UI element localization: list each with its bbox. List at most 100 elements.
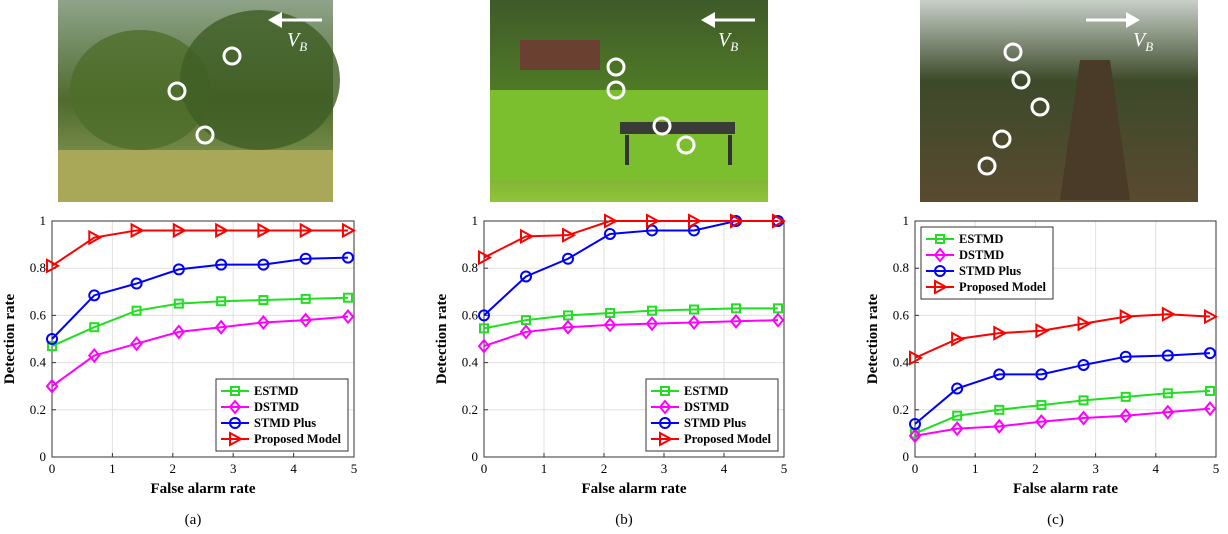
marker: [993, 325, 1008, 341]
y-tick-label: 0.4: [893, 355, 910, 370]
marker: [658, 399, 672, 415]
marker: [521, 315, 531, 326]
marker: [46, 333, 58, 345]
x-tick-label: 3: [661, 461, 668, 476]
image-label-sub: B: [730, 39, 738, 54]
x-tick-label: 2: [170, 461, 177, 476]
marker: [130, 222, 145, 239]
x-tick-label: 1: [972, 461, 979, 476]
marker: [1077, 315, 1092, 332]
marker: [934, 279, 949, 295]
x-axis-label: False alarm rate: [582, 481, 687, 497]
image-label-sub: B: [299, 39, 307, 54]
marker: [951, 331, 966, 347]
series-line: [51, 256, 348, 340]
marker: [908, 428, 922, 444]
marker: [172, 222, 187, 239]
marker: [228, 399, 242, 415]
y-tick-label: 0.4: [462, 355, 479, 370]
image-label-sub: B: [1145, 39, 1153, 54]
image-label: VB: [1133, 29, 1153, 54]
marker: [214, 319, 228, 335]
marker: [935, 234, 945, 244]
marker: [951, 382, 964, 395]
marker: [603, 317, 617, 333]
caption: (b): [615, 512, 633, 528]
marker: [300, 293, 311, 304]
marker: [659, 417, 671, 429]
y-tick-label: 0: [472, 449, 479, 464]
x-tick-label: 3: [230, 461, 237, 476]
image-label: VB: [287, 29, 307, 54]
y-tick-label: 0.4: [30, 355, 47, 370]
series-line: [51, 296, 348, 347]
legend-label: DSTMD: [959, 248, 1004, 262]
photo-a: [58, 0, 340, 202]
marker: [1119, 350, 1132, 363]
marker: [1119, 408, 1133, 424]
image-label-main: V: [287, 29, 302, 51]
marker: [88, 289, 101, 302]
marker: [563, 310, 573, 321]
marker: [659, 431, 674, 447]
y-tick-label: 1: [472, 213, 479, 228]
x-tick-label: 4: [290, 461, 297, 476]
marker: [689, 304, 699, 315]
x-tick-label: 5: [351, 461, 358, 476]
image-label-main: V: [1133, 29, 1148, 51]
marker: [934, 265, 946, 277]
marker: [771, 312, 785, 328]
marker: [519, 324, 533, 340]
marker: [341, 309, 355, 325]
marker: [1036, 400, 1047, 411]
legend-label: Proposed Model: [254, 432, 341, 446]
y-tick-label: 0.2: [30, 402, 46, 417]
y-tick-label: 0.8: [893, 260, 909, 275]
axes-frame: [914, 220, 1217, 458]
marker: [1120, 391, 1131, 402]
legend: ESTMD DSTMD STMD Plus Proposed Model: [645, 378, 779, 452]
legend: ESTMD DSTMD STMD Plus Proposed Model: [215, 378, 349, 452]
marker: [604, 213, 619, 229]
x-axis-label: False alarm rate: [1013, 481, 1118, 497]
marker: [88, 229, 103, 246]
caption: (a): [185, 512, 202, 528]
marker: [216, 296, 227, 307]
marker: [479, 323, 489, 334]
y-axis-label: Detection rate: [865, 293, 881, 384]
series-line: [914, 389, 1211, 435]
marker: [215, 258, 228, 271]
marker: [909, 350, 924, 366]
marker: [1035, 323, 1050, 339]
marker: [773, 303, 783, 314]
marker: [1161, 404, 1175, 420]
y-tick-label: 0: [40, 449, 47, 464]
marker: [478, 309, 490, 322]
marker: [645, 316, 659, 332]
marker: [993, 368, 1006, 381]
series-line: [483, 307, 778, 330]
marker: [561, 319, 575, 335]
marker: [1204, 385, 1215, 396]
y-axis-label: Detection rate: [2, 293, 18, 384]
marker: [520, 270, 532, 283]
marker: [646, 224, 658, 237]
photo-c: [920, 0, 1198, 202]
marker: [47, 341, 57, 352]
legend-label: STMD Plus: [959, 264, 1021, 278]
series-line: [914, 407, 1211, 437]
x-tick-label: 0: [481, 461, 488, 476]
x-tick-label: 1: [541, 461, 548, 476]
marker: [89, 322, 100, 333]
marker: [1119, 308, 1134, 325]
marker: [1203, 347, 1216, 360]
marker: [731, 303, 741, 314]
marker: [257, 258, 270, 271]
marker: [257, 314, 270, 331]
marker: [994, 404, 1005, 415]
y-axis-label: Detection rate: [434, 293, 450, 384]
marker: [952, 410, 963, 421]
marker: [342, 292, 353, 303]
marker: [687, 314, 701, 331]
marker: [299, 252, 312, 265]
